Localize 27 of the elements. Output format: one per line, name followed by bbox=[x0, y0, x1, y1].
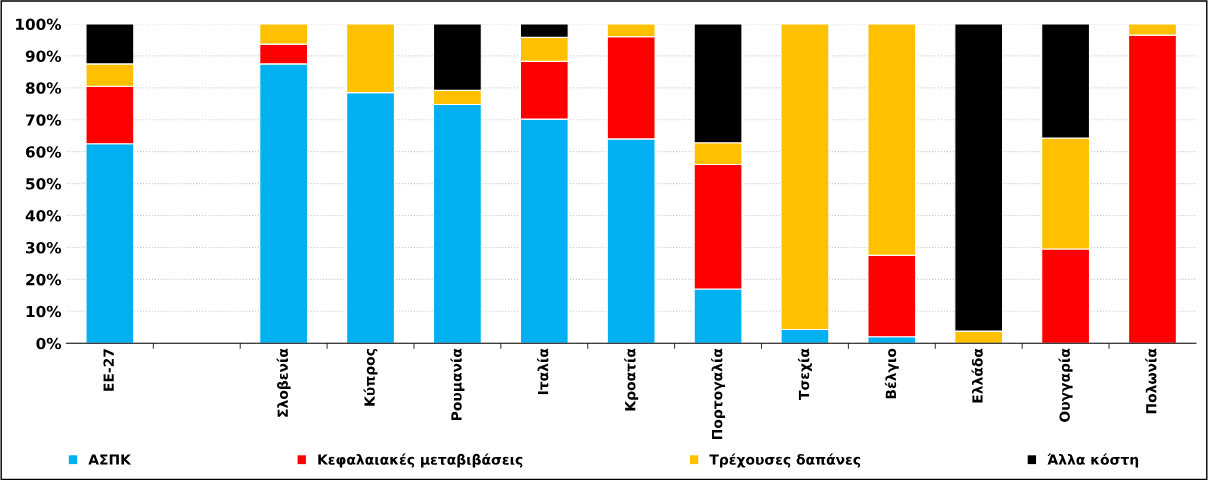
y-tick-label: 30% bbox=[26, 241, 62, 254]
x-tick-label: ΕΕ-27 bbox=[103, 349, 114, 391]
x-tick-label: Πολωνία bbox=[1145, 348, 1157, 414]
y-tick-label: 90% bbox=[25, 50, 62, 62]
x-tick-label: Βέλγιο bbox=[884, 348, 899, 399]
x-tick-label: Πορτογαλία bbox=[711, 348, 726, 440]
y-tick-label: 0% bbox=[36, 337, 62, 350]
y-tick-label: 60% bbox=[25, 146, 62, 158]
x-tick-label: Σλοβενία bbox=[276, 348, 291, 417]
y-tick-label: 40% bbox=[25, 209, 62, 222]
y-tick-label: 10% bbox=[26, 305, 62, 318]
x-tick-label: Ιταλία bbox=[537, 348, 549, 395]
y-tick-label: 20% bbox=[26, 273, 62, 286]
x-tick-label: Τσεχία bbox=[797, 348, 812, 400]
legend-label: Τρέχουσες δαπάνες bbox=[709, 453, 861, 468]
x-tick-label: Κύπρος bbox=[363, 348, 378, 406]
y-tick-label: 80% bbox=[25, 82, 62, 94]
x-tick-label: Ουγγαρία bbox=[1058, 348, 1073, 422]
x-tick-label: Κροατία bbox=[624, 348, 639, 411]
y-tick-label: 70% bbox=[26, 114, 62, 126]
x-tick-label: Ελλάδα bbox=[971, 348, 983, 403]
legend-label: Κεφαλαιακές μεταβιβάσεις bbox=[318, 453, 523, 468]
y-tick-label: 50% bbox=[26, 178, 62, 190]
legend-label: Άλλα κόστη bbox=[1047, 453, 1139, 468]
x-tick-label: Ρουμανία bbox=[450, 348, 465, 421]
y-tick-label: 100% bbox=[16, 18, 62, 31]
legend-label: ΑΣΠΚ bbox=[88, 454, 132, 465]
